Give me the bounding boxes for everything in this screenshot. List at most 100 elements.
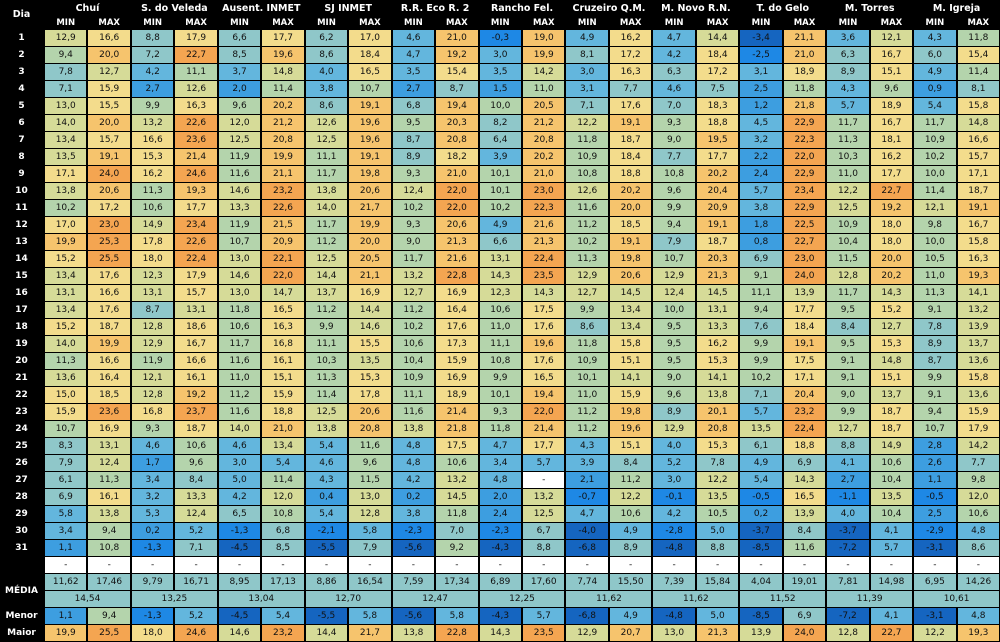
temp-cell: 13,4 xyxy=(44,301,89,319)
temp-cell: 4,5 xyxy=(739,114,784,132)
temp-cell: 16,9 xyxy=(87,420,132,438)
temp-cell: - xyxy=(652,556,697,574)
temp-cell: 0,4 xyxy=(304,488,350,506)
media-cell: 16,71 xyxy=(174,573,219,591)
temp-cell: 11,1 xyxy=(304,335,350,353)
temp-cell: 11,2 xyxy=(217,386,263,404)
temp-cell: 6,3 xyxy=(652,63,697,81)
temp-cell: - xyxy=(608,556,654,574)
maior-cell: 21,3 xyxy=(695,624,741,642)
day-label: 26 xyxy=(0,454,45,472)
temp-cell: 14,3 xyxy=(478,267,524,285)
temp-cell: - xyxy=(435,556,480,574)
temp-cell: 11,2 xyxy=(304,301,350,319)
temp-cell: 5,4 xyxy=(304,437,350,455)
max-header: MAX xyxy=(956,17,1000,30)
temp-cell: 16,9 xyxy=(435,284,480,302)
table-row: 15 13,4 17,6 12,3 17,9 14,6 22,0 14,4 21,1 13,2 22… xyxy=(0,267,1000,285)
temp-cell: 16,5 xyxy=(348,63,393,81)
max-header: MAX xyxy=(261,17,306,30)
temp-cell: 10,7 xyxy=(44,420,89,438)
maior-cell: 12,2 xyxy=(913,624,958,642)
temp-cell: 18,7 xyxy=(174,420,219,438)
temp-cell: 11,7 xyxy=(217,335,263,353)
temp-cell: 12,7 xyxy=(565,284,610,302)
temp-cell: 22,3 xyxy=(522,199,567,217)
temp-cell: 10,9 xyxy=(565,352,610,370)
maior-cell: 14,6 xyxy=(217,624,263,642)
temp-cell: 20,8 xyxy=(261,131,306,149)
temp-cell: 10,4 xyxy=(826,233,871,251)
temp-cell: 13,3 xyxy=(695,318,741,336)
temp-cell: 20,8 xyxy=(435,131,480,149)
temp-cell: 21,0 xyxy=(782,46,828,64)
temp-cell: -4,8 xyxy=(652,539,697,557)
temp-cell: 9,5 xyxy=(391,114,437,132)
temp-cell: 7,1 xyxy=(565,97,610,115)
temp-cell: 15,5 xyxy=(87,97,132,115)
temp-cell: 12,7 xyxy=(869,318,915,336)
temp-cell: 13,0 xyxy=(348,488,393,506)
temp-cell: 10,8 xyxy=(478,352,524,370)
temp-cell: 16,4 xyxy=(87,369,132,387)
temp-cell: 17,0 xyxy=(44,216,89,234)
media-cell: 8,95 xyxy=(217,573,263,591)
temp-cell: 10,7 xyxy=(913,420,958,438)
temp-cell: 9,9 xyxy=(739,352,784,370)
day-label: 4 xyxy=(0,80,45,98)
max-header: MAX xyxy=(348,17,393,30)
temp-cell: 16,3 xyxy=(956,250,1000,268)
temp-cell: 15,9 xyxy=(435,352,480,370)
temp-cell: 19,8 xyxy=(608,403,654,421)
temp-cell: 22,3 xyxy=(782,131,828,149)
temp-cell: - xyxy=(695,556,741,574)
temp-cell: 15,8 xyxy=(956,233,1000,251)
table-row: 9 17,1 24,0 16,2 24,6 11,6 21,1 11,7 19,8 9,3 21,0… xyxy=(0,165,1000,183)
temp-cell: - xyxy=(522,471,567,489)
temp-cell: 0,2 xyxy=(391,488,437,506)
temp-cell: 6,9 xyxy=(44,488,89,506)
temp-cell: 2,5 xyxy=(913,505,958,523)
table-row: 26 7,9 12,4 1,7 9,6 3,0 5,4 4,6 9,6 4,8 10,6 3,4 5,7… xyxy=(0,454,1000,472)
temp-cell: 6,2 xyxy=(304,29,350,47)
maior-cell: 22,7 xyxy=(869,624,915,642)
temp-cell: 22,6 xyxy=(261,199,306,217)
temp-cell: 19,9 xyxy=(348,216,393,234)
temp-cell: 12,5 xyxy=(304,403,350,421)
temp-cell: 7,7 xyxy=(652,148,697,166)
temp-cell: 18,1 xyxy=(869,131,915,149)
temp-cell: 24,0 xyxy=(87,165,132,183)
temp-cell: 19,8 xyxy=(608,250,654,268)
media-cell: 15,84 xyxy=(695,573,741,591)
temp-cell: 13,3 xyxy=(174,488,219,506)
temp-cell: 13,1 xyxy=(44,284,89,302)
temp-cell: 10,2 xyxy=(739,369,784,387)
media-avg-cell: 14,54 xyxy=(44,590,132,608)
temp-cell: 20,9 xyxy=(695,199,741,217)
temp-cell: 18,8 xyxy=(608,165,654,183)
temp-cell: 11,1 xyxy=(739,284,784,302)
temp-cell: 20,6 xyxy=(435,216,480,234)
temp-cell: 21,1 xyxy=(348,267,393,285)
media-avg-cell: 12,47 xyxy=(391,590,480,608)
temp-cell: 19,9 xyxy=(261,148,306,166)
temp-cell: 12,9 xyxy=(652,267,697,285)
temp-cell: 21,6 xyxy=(522,216,567,234)
temp-cell: 24,6 xyxy=(174,165,219,183)
temp-cell: 15,1 xyxy=(608,352,654,370)
temp-cell: 17,9 xyxy=(174,267,219,285)
temp-cell: 18,2 xyxy=(435,148,480,166)
temp-cell: 17,9 xyxy=(174,29,219,47)
temp-cell: 5,8 xyxy=(44,505,89,523)
temp-cell: 7,8 xyxy=(913,318,958,336)
temp-cell: 19,2 xyxy=(435,46,480,64)
temp-cell: 8,4 xyxy=(782,522,828,540)
temp-cell: 11,5 xyxy=(348,471,393,489)
maior-cell: 22,8 xyxy=(435,624,480,642)
temp-cell: 7,9 xyxy=(44,454,89,472)
day-label: 11 xyxy=(0,199,45,217)
temp-cell: 15,3 xyxy=(695,437,741,455)
table-row: 1 12,9 16,6 8,8 17,9 6,6 17,7 6,2 17,0 4,6 21,0 -0,… xyxy=(0,29,1000,47)
temp-cell: 10,6 xyxy=(478,301,524,319)
